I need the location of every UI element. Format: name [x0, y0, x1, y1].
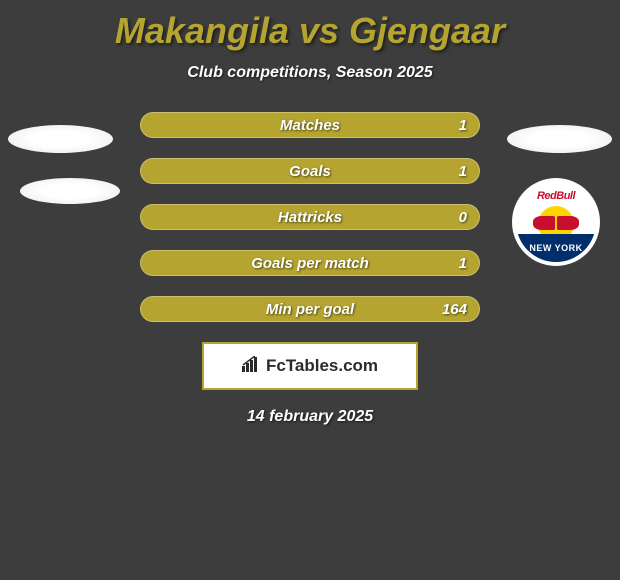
stat-bar-goals-per-match: Goals per match 1 — [140, 250, 480, 276]
stat-label: Min per goal — [266, 301, 354, 318]
stat-label: Hattricks — [278, 209, 342, 226]
stat-value: 164 — [442, 301, 467, 318]
stat-label: Goals — [289, 163, 331, 180]
date-text: 14 february 2025 — [0, 408, 620, 426]
stat-bar-goals: Goals 1 — [140, 158, 480, 184]
bar-chart-icon — [242, 356, 262, 377]
stat-label: Goals per match — [251, 255, 369, 272]
attribution-content: FcTables.com — [242, 356, 378, 377]
stat-bar-min-per-goal: Min per goal 164 — [140, 296, 480, 322]
stat-bar-matches: Matches 1 — [140, 112, 480, 138]
stat-value: 1 — [459, 163, 467, 180]
player-right-badge-1 — [507, 125, 612, 153]
stat-value: 1 — [459, 255, 467, 272]
stat-label: Matches — [280, 117, 340, 134]
attribution-box: FcTables.com — [202, 342, 418, 390]
comparison-title: Makangila vs Gjengaar — [0, 0, 620, 52]
subtitle: Club competitions, Season 2025 — [0, 64, 620, 82]
redbull-text: RedBull — [516, 190, 596, 202]
player-left-badge-2 — [20, 178, 120, 204]
team-logo-redbull-ny: RedBull NEW YORK — [512, 178, 600, 266]
stat-bar-hattricks: Hattricks 0 — [140, 204, 480, 230]
stat-value: 0 — [459, 209, 467, 226]
redbull-logo-icon: RedBull NEW YORK — [516, 182, 596, 262]
stats-bars-container: Matches 1 Goals 1 Hattricks 0 Goals per … — [140, 112, 480, 322]
player-left-badge-1 — [8, 125, 113, 153]
redbull-bulls-icon — [531, 212, 581, 234]
redbull-city-band: NEW YORK — [516, 234, 596, 262]
attribution-label: FcTables.com — [266, 356, 378, 376]
redbull-city-text: NEW YORK — [529, 243, 582, 253]
stat-value: 1 — [459, 117, 467, 134]
